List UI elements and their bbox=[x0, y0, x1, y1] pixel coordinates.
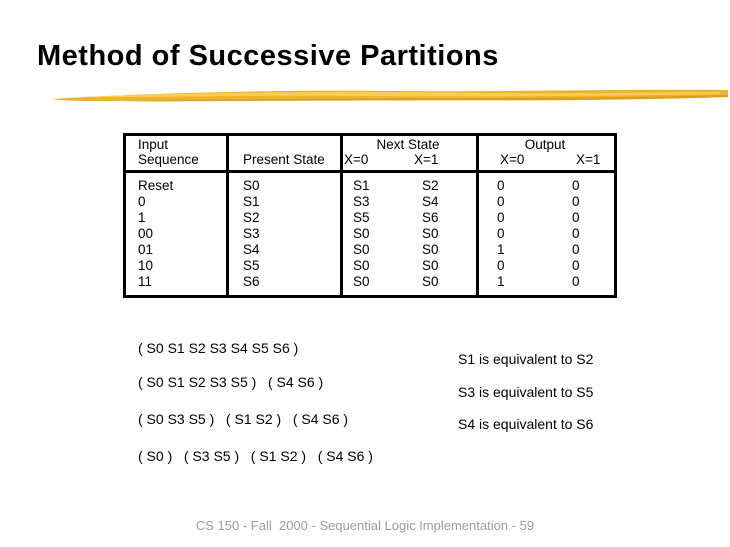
title-underline-brush-icon bbox=[52, 89, 728, 102]
cell-out-x1: 0 bbox=[572, 274, 580, 289]
cell-present: S3 bbox=[243, 226, 260, 241]
cell-next-x1: S6 bbox=[422, 210, 439, 225]
cell-out-x0: 0 bbox=[497, 194, 505, 209]
state-transition-table: Input Sequence Present State Next State … bbox=[123, 133, 617, 298]
cell-out-x0: 0 bbox=[497, 178, 505, 193]
equivalence-note-2: S3 is equivalent to S5 bbox=[458, 384, 594, 400]
table-divider-2 bbox=[340, 136, 343, 295]
header-input-sequence-2: Sequence bbox=[138, 152, 199, 167]
brush-stroke-highlight bbox=[80, 92, 720, 98]
cell-present: S1 bbox=[243, 194, 260, 209]
cell-next-x0: S5 bbox=[353, 210, 370, 225]
partition-step-1: ( S0 S1 S2 S3 S4 S5 S6 ) bbox=[138, 340, 299, 356]
slide-title: Method of Successive Partitions bbox=[37, 40, 499, 72]
cell-input: 0 bbox=[138, 194, 146, 209]
cell-out-x1: 0 bbox=[572, 242, 580, 257]
cell-out-x0: 1 bbox=[497, 242, 505, 257]
brush-stroke-shadow bbox=[110, 95, 728, 102]
header-next-state: Next State bbox=[376, 137, 440, 152]
cell-next-x1: S0 bbox=[422, 274, 439, 289]
table-divider-1 bbox=[226, 136, 229, 295]
table-body: Reset S0 S1 S2 0 0 0 S1 S3 S4 0 0 1 S2 S… bbox=[126, 178, 614, 290]
cell-next-x0: S0 bbox=[353, 242, 370, 257]
cell-next-x0: S0 bbox=[353, 258, 370, 273]
equivalence-note-3: S4 is equivalent to S6 bbox=[458, 416, 594, 432]
cell-out-x0: 0 bbox=[497, 226, 505, 241]
cell-next-x1: S0 bbox=[422, 242, 439, 257]
cell-input: 1 bbox=[138, 210, 146, 225]
table-divider-3 bbox=[476, 136, 479, 295]
cell-present: S6 bbox=[243, 274, 260, 289]
header-next-x0: X=0 bbox=[344, 152, 369, 167]
cell-input: 10 bbox=[138, 258, 154, 273]
cell-out-x0: 0 bbox=[497, 258, 505, 273]
cell-out-x0: 1 bbox=[497, 274, 505, 289]
cell-present: S5 bbox=[243, 258, 260, 273]
cell-next-x0: S0 bbox=[353, 274, 370, 289]
cell-input: 00 bbox=[138, 226, 154, 241]
cell-next-x1: S0 bbox=[422, 258, 439, 273]
header-output-x1: X=1 bbox=[576, 152, 601, 167]
cell-out-x1: 0 bbox=[572, 210, 580, 225]
partition-step-4: ( S0 ) ( S3 S5 ) ( S1 S2 ) ( S4 S6 ) bbox=[138, 448, 373, 464]
header-output-x0: X=0 bbox=[500, 152, 525, 167]
cell-input: 01 bbox=[138, 242, 154, 257]
equivalence-note-1: S1 is equivalent to S2 bbox=[458, 351, 594, 367]
cell-out-x0: 0 bbox=[497, 210, 505, 225]
cell-input: 11 bbox=[138, 274, 153, 289]
cell-out-x1: 0 bbox=[572, 226, 580, 241]
cell-next-x0: S1 bbox=[353, 178, 370, 193]
partition-step-3: ( S0 S3 S5 ) ( S1 S2 ) ( S4 S6 ) bbox=[138, 411, 349, 427]
cell-out-x1: 0 bbox=[572, 258, 580, 273]
cell-present: S2 bbox=[243, 210, 260, 225]
cell-out-x1: 0 bbox=[572, 194, 580, 209]
slide-footer: CS 150 - Fall 2000 - Sequential Logic Im… bbox=[195, 518, 535, 533]
header-next-x1: X=1 bbox=[414, 152, 439, 167]
partition-step-2: ( S0 S1 S2 S3 S5 ) ( S4 S6 ) bbox=[138, 374, 324, 390]
header-input-sequence: Input bbox=[138, 137, 169, 152]
table-header-divider bbox=[126, 170, 614, 173]
cell-next-x0: S3 bbox=[353, 194, 370, 209]
cell-present: S0 bbox=[243, 178, 260, 193]
cell-next-x0: S0 bbox=[353, 226, 370, 241]
cell-present: S4 bbox=[243, 242, 260, 257]
cell-out-x1: 0 bbox=[572, 178, 580, 193]
header-output: Output bbox=[524, 137, 566, 152]
cell-next-x1: S0 bbox=[422, 226, 439, 241]
cell-input: Reset bbox=[138, 178, 174, 193]
cell-next-x1: S2 bbox=[422, 178, 439, 193]
cell-next-x1: S4 bbox=[422, 194, 439, 209]
header-present-state: Present State bbox=[243, 152, 325, 167]
